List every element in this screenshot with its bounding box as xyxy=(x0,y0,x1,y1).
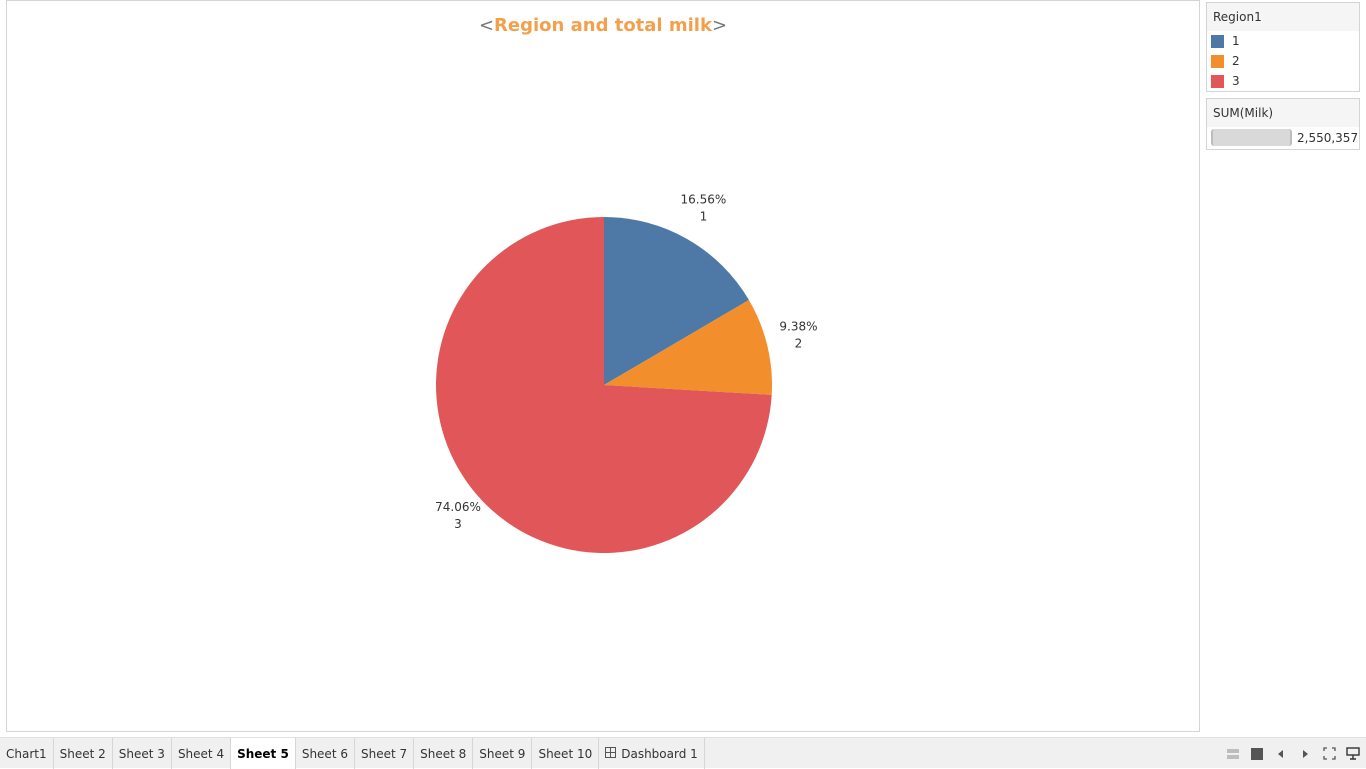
sheet-tab-label: Sheet 9 xyxy=(479,746,526,761)
sheet-tab-label: Sheet 10 xyxy=(538,746,593,761)
sheet-tab-label: Sheet 2 xyxy=(59,746,106,761)
dashboard-grid-icon xyxy=(605,746,617,761)
pie-category-label: 2 xyxy=(795,336,803,350)
sheet-tab[interactable]: Sheet 5 xyxy=(231,738,296,769)
worksheet-canvas: <Region and total milk> 16.56% 1 9.38% 2 74.… xyxy=(6,0,1200,732)
sheet-tab-label: Dashboard 1 xyxy=(621,746,698,761)
sheet-tab-label: Sheet 6 xyxy=(301,746,348,761)
size-legend-bar xyxy=(1211,129,1292,146)
fullscreen-icon[interactable] xyxy=(1322,747,1336,761)
pie-category-label: 3 xyxy=(454,517,462,531)
sheet-tab-label: Chart1 xyxy=(6,746,47,761)
sheet-tab[interactable]: Sheet 6 xyxy=(296,738,355,769)
pie-percent-label: 74.06% xyxy=(435,500,481,514)
sheet-tab-bar: Chart1 Sheet 2 Sheet 3 Sheet 4 Sheet 5 Sheet … xyxy=(0,737,1366,769)
sheet-tab[interactable]: Sheet 2 xyxy=(54,738,113,769)
sheet-tab-label: Sheet 3 xyxy=(118,746,165,761)
legend-item-1[interactable]: 1 xyxy=(1207,31,1359,51)
legend-item-2[interactable]: 2 xyxy=(1207,51,1359,71)
legend-label: 2 xyxy=(1232,54,1240,68)
sheet-tab-label: Sheet 8 xyxy=(420,746,467,761)
sheet-tab-label: Sheet 4 xyxy=(177,746,225,761)
size-legend[interactable]: SUM(Milk) 2,550,357 xyxy=(1206,98,1360,150)
pie-label-1: 16.56% 1 xyxy=(681,192,727,223)
pie-chart[interactable]: 16.56% 1 9.38% 2 74.06% 3 xyxy=(7,1,1199,731)
pie-percent-label: 9.38% xyxy=(779,319,817,333)
legend-item-3[interactable]: 3 xyxy=(1207,71,1359,91)
sheet-tab[interactable]: Sheet 10 xyxy=(532,738,600,769)
sidebar: Region1 1 2 3 SUM(Milk) 2,550,357 xyxy=(1206,0,1366,732)
color-legend[interactable]: Region1 1 2 3 xyxy=(1206,2,1360,92)
sheet-tab[interactable]: Sheet 7 xyxy=(355,738,415,769)
legend-swatch xyxy=(1211,54,1224,68)
sheet-tab[interactable]: Chart1 xyxy=(0,738,54,769)
legend-swatch xyxy=(1211,74,1224,88)
sheet-tab[interactable]: Sheet 8 xyxy=(414,738,474,769)
pie-slice-1[interactable] xyxy=(604,217,749,385)
size-legend-title: SUM(Milk) xyxy=(1207,99,1359,127)
presentation-mode-icon[interactable] xyxy=(1346,747,1360,761)
pie-slice-2[interactable] xyxy=(604,300,772,395)
legend-label: 1 xyxy=(1232,34,1240,48)
legend-label: 3 xyxy=(1232,74,1240,88)
sheet-tab[interactable]: Sheet 9 xyxy=(473,738,533,769)
legend-swatch xyxy=(1211,34,1224,48)
sheet-tab-label: Sheet 7 xyxy=(360,746,408,761)
size-legend-value: 2,550,357 xyxy=(1297,130,1359,145)
next-arrow-icon[interactable] xyxy=(1298,747,1312,761)
pie-category-label: 1 xyxy=(700,209,708,223)
pie-label-2: 9.38% 2 xyxy=(779,319,817,350)
filmstrip-icon[interactable] xyxy=(1250,747,1264,761)
pie-percent-label: 16.56% xyxy=(681,192,727,206)
worksheet-title: <Region and total milk> xyxy=(478,15,728,36)
pie-slice-3[interactable] xyxy=(436,217,772,553)
prev-arrow-icon[interactable] xyxy=(1274,747,1288,761)
color-legend-title: Region1 xyxy=(1207,3,1359,31)
sheet-tab[interactable]: Sheet 4 xyxy=(172,738,232,769)
grid-view-icon[interactable] xyxy=(1226,747,1240,761)
sheet-tab[interactable]: Dashboard 1 xyxy=(599,738,705,769)
pie-label-3: 74.06% 3 xyxy=(435,500,481,531)
sheet-tab[interactable]: Sheet 3 xyxy=(113,738,172,769)
sheet-tab-label: Sheet 5 xyxy=(237,746,289,761)
